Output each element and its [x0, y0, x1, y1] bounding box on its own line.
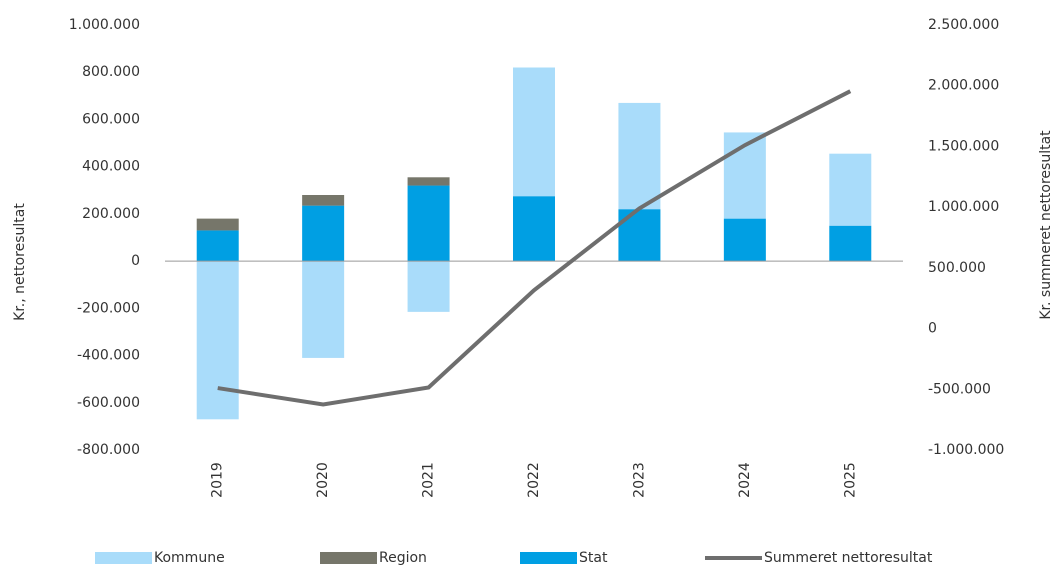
bar: [302, 205, 345, 262]
y2-tick-label: -500.000: [928, 381, 991, 397]
legend-swatch: [320, 552, 377, 564]
x-tick-label: 2020: [315, 462, 331, 498]
legend-label: Stat: [579, 550, 608, 566]
legend-swatch: [95, 552, 152, 564]
legend-label: Summeret nettoresultat: [764, 550, 933, 566]
x-tick-label: 2025: [842, 462, 858, 498]
bar: [829, 153, 872, 226]
y-tick-label: -800.000: [77, 442, 140, 458]
x-tick-label: 2024: [737, 462, 753, 498]
y2-tick-label: 0: [928, 321, 937, 337]
y-tick-label: -600.000: [77, 395, 140, 411]
bar: [302, 195, 345, 206]
bar: [513, 196, 555, 262]
y-tick-label: 400.000: [82, 159, 140, 175]
y2-tick-label: 500.000: [928, 260, 986, 276]
bar: [723, 218, 766, 262]
bar: [407, 177, 450, 186]
bar: [513, 67, 555, 197]
y-tick-label: 0: [131, 253, 140, 269]
legend-label: Region: [379, 550, 427, 566]
bar: [196, 218, 239, 231]
bar: [302, 261, 345, 358]
bar: [196, 261, 239, 420]
y2-tick-label: -1.000.000: [928, 442, 1004, 458]
legend-swatch: [520, 552, 577, 564]
y-axis-label: Kr., nettoresultat: [12, 203, 28, 321]
y-tick-label: 800.000: [82, 64, 140, 80]
bar: [407, 185, 450, 262]
bar: [618, 102, 661, 210]
y2-axis-label: Kr. summeret nettoresultat: [1038, 130, 1054, 320]
y-tick-label: 600.000: [82, 111, 140, 127]
y2-tick-label: 1.500.000: [928, 138, 999, 154]
y-tick-label: -400.000: [77, 348, 140, 364]
x-tick-label: 2022: [526, 462, 542, 498]
y2-tick-label: 2.000.000: [928, 78, 999, 94]
x-tick-label: 2023: [631, 462, 647, 498]
line: [217, 89, 852, 407]
bar: [196, 230, 239, 262]
y-tick-label: -200.000: [77, 300, 140, 316]
y-tick-label: 200.000: [82, 206, 140, 222]
bar: [407, 261, 450, 312]
x-tick-label: 2021: [421, 462, 437, 498]
y2-tick-label: 1.000.000: [928, 199, 999, 215]
y2-tick-label: 2.500.000: [928, 17, 999, 33]
bar: [829, 225, 872, 262]
y-tick-label: 1.000.000: [69, 17, 140, 33]
x-tick-label: 2019: [210, 462, 226, 498]
bar: [618, 209, 661, 262]
legend-label: Kommune: [154, 550, 225, 566]
